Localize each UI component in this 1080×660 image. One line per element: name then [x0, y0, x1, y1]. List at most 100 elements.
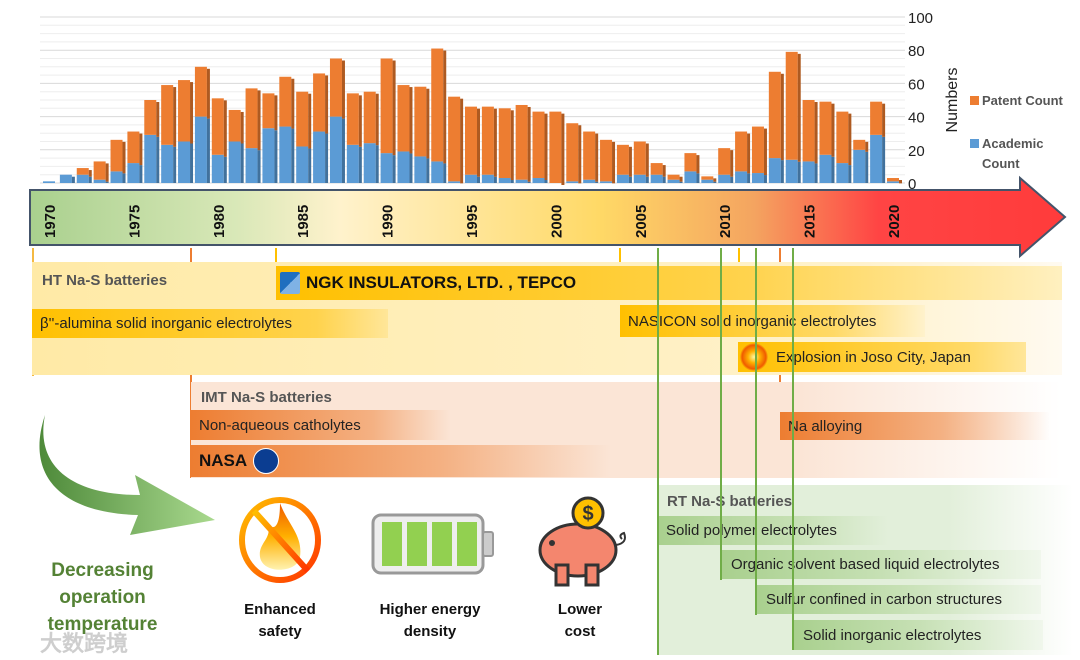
trend-line-1: Decreasing: [51, 560, 154, 581]
bar-academic-1999: [532, 178, 545, 183]
trend-line-2: operation: [59, 587, 146, 608]
ngk-bar: NGK INSULATORS, LTD. , TEPCO: [276, 266, 1062, 300]
bar-academic-side-2011: [747, 173, 751, 183]
bar-academic-side-1983: [274, 130, 278, 183]
bar-academic-side-2013: [780, 160, 784, 183]
bar-patent-2015: [802, 100, 815, 162]
bar-academic-1972: [76, 174, 89, 183]
rt-item-sulfur-carbon: Sulfur confined in carbon structures: [756, 585, 1041, 614]
bar-academic-side-1971: [71, 176, 75, 183]
bar-academic-side-1982: [257, 150, 261, 183]
bar-academic-side-2005: [645, 176, 649, 183]
bar-academic-1993: [431, 161, 444, 183]
bar-patent-side-2020: [899, 180, 902, 184]
bar-academic-1981: [228, 141, 241, 183]
bar-academic-2011: [735, 171, 748, 183]
bar-patent-1974: [110, 139, 123, 172]
bar-patent-2006: [650, 163, 663, 175]
bar-academic-side-1974: [122, 173, 126, 183]
y-axis-label: Numbers: [944, 68, 961, 133]
bar-patent-side-1987: [341, 60, 345, 119]
bar-academic-1975: [127, 163, 140, 183]
bar-academic-1982: [245, 148, 258, 183]
bar-academic-side-1990: [392, 155, 396, 183]
y-tick-label: 40: [908, 110, 925, 127]
bar-academic-side-1993: [443, 163, 447, 183]
bar-patent-2007: [667, 174, 680, 180]
bar-academic-side-1975: [139, 165, 143, 183]
feature-line: cost: [564, 623, 596, 640]
bar-patent-1986: [313, 73, 326, 132]
bar-patent-side-2006: [662, 165, 666, 177]
bar-academic-side-2014: [797, 161, 801, 183]
bar-patent-side-2003: [612, 141, 616, 184]
bar-academic-side-2002: [595, 181, 599, 183]
bar-patent-side-1984: [291, 78, 295, 129]
bar-patent-1994: [448, 96, 461, 182]
publication-chart: 0 20 40 60 80 100 Numbers Patent Count Academ…: [29, 10, 1067, 259]
bar-academic-side-2015: [814, 163, 818, 183]
battery-icon: [371, 513, 494, 575]
bar-patent-side-1994: [460, 98, 464, 184]
bar-patent-side-2017: [848, 113, 852, 166]
bar-patent-1995: [465, 106, 477, 175]
bar-patent-side-2019: [882, 103, 886, 137]
bar-patent-1997: [498, 108, 511, 179]
bar-patent-1980: [211, 98, 224, 155]
bar-patent-side-1989: [375, 93, 379, 146]
bar-academic-side-1979: [206, 118, 210, 183]
timeline-arrow: [29, 175, 1067, 259]
bar-academic-side-2007: [679, 181, 683, 183]
bar-patent-1989: [363, 91, 376, 144]
bar-patent-side-1991: [409, 87, 413, 154]
feature-energy-density: Higher energy density: [360, 599, 500, 643]
bar-academic-2013: [768, 158, 781, 183]
bar-patent-side-1979: [206, 68, 210, 119]
bar-academic-1984: [279, 126, 292, 183]
bar-patent-side-2018: [865, 141, 869, 152]
bar-patent-1996: [481, 106, 494, 175]
bar-patent-side-1974: [122, 141, 126, 174]
bar-patent-side-1980: [223, 100, 227, 157]
bar-academic-2005: [633, 174, 646, 183]
legend: Patent Count Academic Count: [970, 93, 1064, 171]
bar-patent-side-2011: [747, 133, 751, 174]
bar-patent-2008: [684, 153, 697, 172]
legend-label-patent: Patent Count: [982, 93, 1064, 108]
bar-patent-side-1986: [325, 75, 329, 134]
y-tick-label: 80: [908, 43, 925, 60]
bar-academic-2002: [583, 179, 596, 183]
bar-patent-side-2014: [797, 53, 801, 162]
bar-patent-2013: [768, 71, 781, 159]
bar-patent-1975: [127, 131, 140, 164]
bar-patent-2001: [566, 123, 579, 182]
bar-academic-1998: [515, 179, 528, 183]
bar-academic-side-1997: [510, 180, 514, 183]
year-label-1970: 1970: [42, 205, 59, 238]
bar-patent-side-2015: [814, 102, 818, 164]
bar-patent-2000: [549, 111, 562, 183]
feature-line: safety: [258, 623, 302, 640]
bar-patent-side-1973: [105, 163, 109, 182]
explosion-bar: Explosion in Joso City, Japan: [738, 342, 1026, 372]
bar-patent-2014: [785, 51, 798, 160]
bar-academic-side-1989: [375, 145, 379, 183]
bar-academic-1978: [178, 141, 191, 183]
bar-academic-1997: [498, 178, 511, 183]
bar-academic-side-1998: [527, 181, 531, 183]
bar-academic-2019: [870, 134, 883, 183]
bar-patent-1983: [262, 93, 275, 129]
bar-patent-side-1993: [443, 50, 447, 164]
bar-academic-side-1986: [325, 133, 329, 183]
bar-patent-side-1982: [257, 90, 261, 151]
watermark: 大数跨境: [40, 631, 129, 656]
bar-academic-side-1999: [544, 180, 548, 183]
bar-academic-1979: [194, 116, 207, 183]
bar-patent-side-1990: [392, 60, 396, 156]
bar-academic-side-1991: [409, 153, 413, 183]
bar-patent-2012: [751, 126, 764, 174]
bar-academic-2014: [785, 159, 798, 183]
legend-line: Academic: [982, 136, 1043, 151]
bar-patent-side-1978: [190, 82, 194, 144]
rt-label: RT Na-S batteries: [667, 493, 793, 510]
